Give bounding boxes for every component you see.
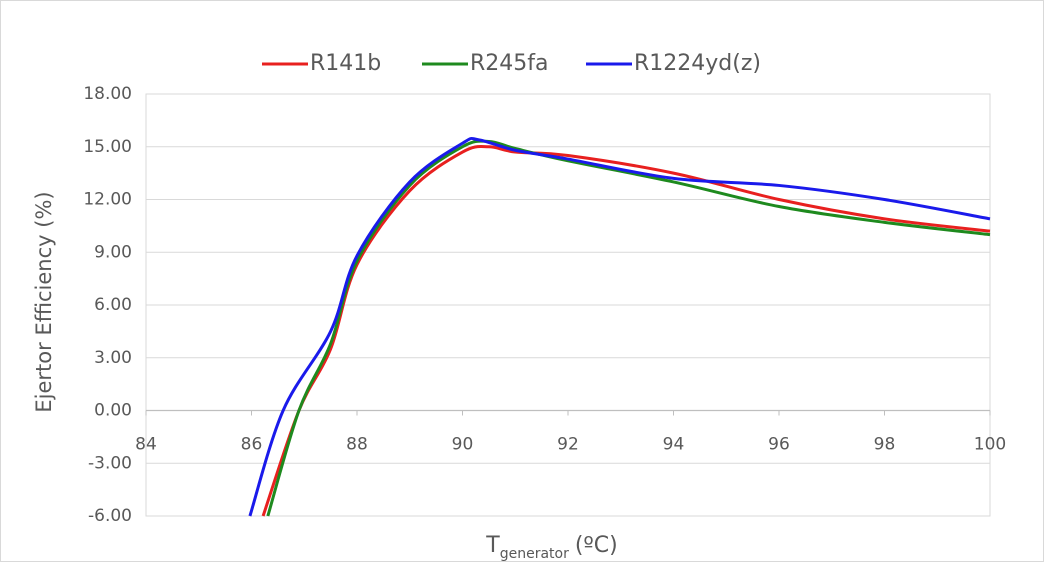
y-tick-label: 6.00 (94, 295, 132, 315)
x-tick-label: 94 (663, 435, 685, 455)
series-line (248, 136, 991, 517)
y-tick-label: 15.00 (83, 137, 132, 157)
y-tick-label: 18.00 (83, 84, 132, 104)
x-tick-label: 96 (768, 435, 790, 455)
y-axis-label: Ejertor Efficiency (%) (32, 191, 56, 412)
series-line (261, 144, 991, 517)
y-tick-label: -3.00 (88, 453, 132, 473)
x-label-main: T (485, 533, 500, 558)
x-tick-label: 84 (135, 435, 157, 455)
y-tick-label: 0.00 (94, 401, 132, 421)
legend-label: R245fa (470, 51, 549, 76)
x-tick-label: 100 (974, 435, 1006, 455)
legend-label: R141b (310, 51, 381, 76)
x-axis-label: Tgenerator (ºC) (485, 533, 618, 562)
x-tick-label: 86 (241, 435, 263, 455)
y-tick-label: 9.00 (94, 242, 132, 262)
y-tick-label: 3.00 (94, 348, 132, 368)
x-label-unit: (ºC) (575, 533, 618, 558)
legend-label: R1224yd(z) (634, 51, 761, 76)
y-tick-label: 12.00 (83, 190, 132, 210)
x-label-sub: generator (500, 546, 569, 562)
y-tick-label: -6.00 (88, 506, 132, 526)
x-tick-label: 88 (346, 435, 368, 455)
x-tick-label: 92 (557, 435, 579, 455)
x-tick-label: 98 (874, 435, 896, 455)
x-tick-label: 90 (452, 435, 474, 455)
